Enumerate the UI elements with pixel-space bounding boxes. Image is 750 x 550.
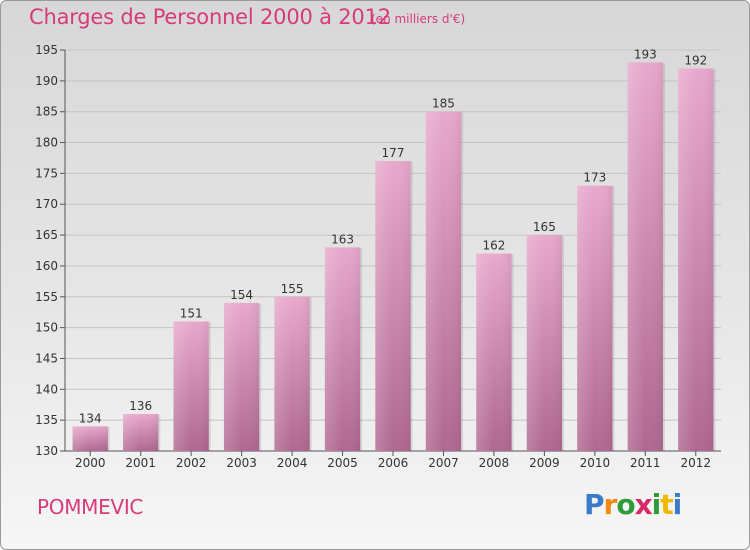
bar-highlight <box>123 413 159 451</box>
bar-value-label: 134 <box>79 411 102 425</box>
x-tick-label: 2008 <box>479 456 510 470</box>
logo-letter: o <box>616 488 635 521</box>
bar-value-label: 165 <box>533 220 556 234</box>
x-tick-label: 2010 <box>580 456 611 470</box>
bar-value-label: 162 <box>482 239 505 253</box>
bar-value-labels: 134 136 151 154 155 163 177 185 162 165 173 193 192 <box>79 47 707 425</box>
bar-highlight <box>223 302 260 451</box>
bar-value-label: 155 <box>281 282 304 296</box>
x-tick-label: 2011 <box>630 456 661 470</box>
bar-value-label: 192 <box>684 54 707 68</box>
bar-highlight <box>577 185 613 451</box>
y-tick-label: 185 <box>35 105 58 119</box>
logo-letter: r <box>603 488 618 521</box>
axes: 130 135 140 145 150 155 160 165 170 175 180 185 190 1… <box>35 43 721 470</box>
bar-value-label: 177 <box>382 146 405 160</box>
x-tick-label: 2006 <box>378 456 409 470</box>
y-tick-label: 130 <box>35 444 58 458</box>
y-tick-label: 170 <box>35 197 58 211</box>
y-tick-label: 180 <box>35 136 58 150</box>
y-tick-label: 155 <box>35 290 58 304</box>
bar-highlight <box>476 253 512 451</box>
y-tick-label: 145 <box>35 351 58 365</box>
bar-value-label: 185 <box>432 97 455 111</box>
x-tick-label: 2003 <box>226 456 257 470</box>
x-tick-label: 2012 <box>680 456 711 470</box>
logo-letter: t <box>660 488 673 521</box>
x-tick-label: 2000 <box>75 456 106 470</box>
y-tick-label: 190 <box>35 74 58 88</box>
y-tick-label: 195 <box>35 43 58 57</box>
bar-value-label: 173 <box>583 171 606 185</box>
y-tick-label: 140 <box>35 382 58 396</box>
x-tick-label: 2004 <box>277 456 308 470</box>
bar-highlight <box>324 247 361 451</box>
bar-highlight <box>526 235 563 451</box>
y-tick-label: 150 <box>35 321 58 335</box>
bar-highlight <box>425 111 462 451</box>
bar-highlight <box>678 68 714 451</box>
commune-name: POMMEVIC <box>37 495 144 519</box>
proxiti-logo: Proxiti <box>584 488 683 521</box>
y-tick-label: 135 <box>35 413 58 427</box>
bar-highlight <box>375 161 411 452</box>
logo-letter: P <box>584 488 605 521</box>
bar-highlight <box>274 296 310 451</box>
x-tick-label: 2001 <box>125 456 156 470</box>
bar-value-label: 154 <box>230 288 253 302</box>
x-tick-label: 2007 <box>428 456 459 470</box>
logo-letter: x <box>634 488 653 521</box>
bar-value-label: 136 <box>129 399 152 413</box>
bars <box>72 62 716 452</box>
chart-title: Charges de Personnel 2000 à 2012 <box>29 5 391 29</box>
x-tick-label: 2005 <box>327 456 358 470</box>
x-tick-label: 2009 <box>529 456 560 470</box>
bar-highlight <box>72 426 108 451</box>
bar-highlight <box>627 62 663 451</box>
bar-value-label: 151 <box>180 306 203 320</box>
bar-value-label: 193 <box>634 47 657 61</box>
x-tick-label: 2002 <box>176 456 207 470</box>
bar-value-label: 163 <box>331 232 354 246</box>
y-tick-label: 160 <box>35 259 58 273</box>
logo-letter: i <box>672 488 683 521</box>
logo-letter: i <box>651 488 662 521</box>
bar-highlight <box>173 321 209 451</box>
y-tick-label: 165 <box>35 228 58 242</box>
chart-subtitle: (en milliers d'€) <box>371 12 466 26</box>
y-tick-label: 175 <box>35 166 58 180</box>
